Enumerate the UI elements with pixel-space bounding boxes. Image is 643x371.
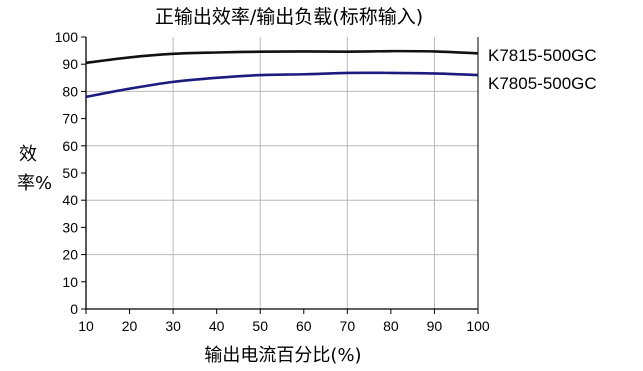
y-tick-label: 20: [62, 247, 78, 263]
series-line-k7815: [85, 49, 479, 65]
x-tick-label: 10: [78, 318, 94, 334]
y-tick-label: 80: [62, 83, 78, 99]
x-tick-label: 50: [252, 318, 268, 334]
chart-title: 正输出效率/输出负载(标称输入): [155, 6, 423, 28]
x-tick-label: 100: [466, 318, 490, 334]
x-tick-label: 60: [296, 318, 312, 334]
x-tick-label: 80: [383, 318, 399, 334]
y-tick-label: 10: [62, 274, 78, 290]
x-tick-label: 20: [122, 318, 138, 334]
x-tick-label: 30: [165, 318, 181, 334]
y-tick-label: 0: [70, 301, 78, 317]
y-tick-label: 30: [62, 219, 78, 235]
x-tick-label: 40: [209, 318, 225, 334]
y-tick-label: 90: [62, 56, 78, 72]
y-tick-label: 50: [62, 165, 78, 181]
series-label-k7805: K7805-500GC: [488, 74, 597, 93]
series-line-k7805: [85, 71, 479, 99]
x-axis-label: 输出电流百分比(%): [204, 345, 361, 366]
y-axis-label: 效率%: [17, 144, 53, 194]
y-tick-label: 60: [62, 138, 78, 154]
x-tick-label: 70: [340, 318, 356, 334]
gridlines: [86, 37, 478, 309]
y-tick-label: 40: [62, 192, 78, 208]
y-tick-label: 100: [55, 29, 79, 45]
axes: [81, 36, 479, 314]
x-tick-label: 90: [427, 318, 443, 334]
series-lines: [85, 49, 479, 99]
y-tick-label: 70: [62, 111, 78, 127]
series-label-k7815: K7815-500GC: [488, 46, 597, 65]
